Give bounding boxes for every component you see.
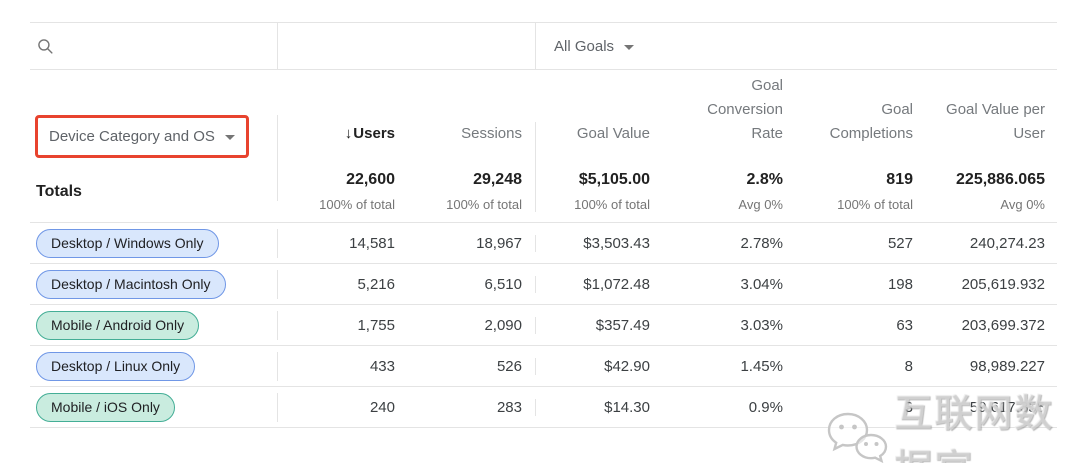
value-per-user-value: 205,619.932	[961, 275, 1045, 293]
totals-row: Totals 22,600 100% of total 29,248 100% …	[30, 160, 1057, 223]
dimension-selector-dropdown[interactable]: Device Category and OS	[49, 128, 215, 145]
row-label-pill: Mobile / iOS Only	[36, 392, 175, 422]
row-label-pill: Desktop / Windows Only	[36, 228, 219, 258]
goal-value: $14.30	[604, 398, 650, 416]
sessions-value: 18,967	[395, 234, 536, 252]
sort-descending-icon: ↓	[344, 125, 353, 142]
value-per-user-value: 98,989.227	[969, 357, 1045, 375]
goal-selector-cell: All Goals	[536, 23, 1057, 69]
goal-value: $357.49	[595, 316, 650, 334]
users-header-label: Users	[353, 125, 395, 142]
row-label-pill: Desktop / Macintosh Only	[36, 269, 226, 299]
users-value: 1,755	[357, 316, 395, 334]
column-header-goal-value[interactable]: Goal Value	[536, 122, 650, 160]
row-label-cell: Desktop / Macintosh Only	[30, 269, 278, 299]
chevron-down-icon	[224, 135, 235, 140]
table-row: Desktop / Linux Only 433 526 $42.90 1.45…	[30, 346, 1057, 387]
annotation-highlight-box: Device Category and OS	[35, 115, 249, 158]
users-value: 14,581	[349, 234, 395, 252]
goal-value-header-label: Goal Value	[576, 125, 650, 142]
sessions-value: 6,510	[395, 275, 536, 293]
watermark-text: 互联网数据官	[894, 393, 1055, 463]
chevron-down-icon	[624, 44, 635, 50]
row-label-cell: Desktop / Windows Only	[30, 228, 278, 258]
conversion-rate-value: 3.04%	[740, 275, 783, 293]
goal-value: $42.90	[604, 357, 650, 375]
sessions-value: 283	[395, 398, 536, 416]
search-icon[interactable]	[36, 37, 55, 56]
row-label-cell: Desktop / Linux Only	[30, 351, 278, 381]
row-label-cell: Mobile / iOS Only	[30, 392, 278, 422]
sessions-header-label: Sessions	[461, 125, 522, 142]
watermark: 互联网数据官	[824, 382, 1080, 463]
conversion-rate-value: 0.9%	[748, 398, 783, 416]
row-label-pill: Mobile / Android Only	[36, 310, 200, 340]
table-row: Desktop / Windows Only 14,581 18,967 $3,…	[30, 223, 1057, 264]
table-row: Mobile / Android Only 1,755 2,090 $357.4…	[30, 305, 1057, 346]
conversion-rate-value: 1.45%	[740, 357, 783, 375]
totals-completions-cell: 819 100% of total	[837, 171, 913, 212]
completions-value: 3	[904, 398, 913, 416]
value-per-user-value: 240,274.23	[969, 234, 1045, 252]
goal-value: $1,072.48	[583, 275, 650, 293]
table-header-row: Device Category and OS ↓Users Sessions G…	[30, 70, 1057, 160]
totals-label: Totals	[30, 160, 278, 201]
sessions-value: 526	[395, 357, 536, 375]
totals-sessions-cell: 29,248 100% of total	[395, 160, 536, 212]
table-toolbar-row: All Goals	[30, 22, 1057, 70]
column-header-users[interactable]: ↓Users	[278, 122, 395, 160]
totals-goal-value-cell: $5,105.00 100% of total	[574, 171, 650, 212]
goal-selector-label: All Goals	[554, 37, 615, 55]
column-header-goal-conversion-rate[interactable]: Goal Conversion Rate	[707, 77, 783, 142]
dimension-header-cell: Device Category and OS	[30, 115, 278, 160]
conversion-rate-value: 2.78%	[740, 234, 783, 252]
users-value: 5,216	[357, 275, 395, 293]
table-row: Mobile / iOS Only 240 283 $14.30 0.9% 3 …	[30, 387, 1057, 428]
column-header-goal-completions[interactable]: Goal Completions	[829, 101, 913, 142]
users-value: 433	[369, 357, 395, 375]
totals-conversion-rate-cell: 2.8% Avg 0%	[738, 171, 783, 212]
row-label-cell: Mobile / Android Only	[30, 310, 278, 340]
table-row: Desktop / Macintosh Only 5,216 6,510 $1,…	[30, 264, 1057, 305]
conversion-rate-value: 3.03%	[740, 316, 783, 334]
toolbar-spacer	[278, 23, 536, 69]
sessions-value: 2,090	[395, 316, 536, 334]
goal-value: $3,503.43	[583, 234, 650, 252]
totals-value-per-user-cell: 225,886.065 Avg 0%	[956, 171, 1045, 212]
completions-value: 8	[904, 357, 913, 375]
value-per-user-value: 59,617.355	[969, 398, 1045, 416]
totals-users-cell: 22,600 100% of total	[319, 171, 395, 212]
value-per-user-value: 203,699.372	[961, 316, 1045, 334]
row-label-pill: Desktop / Linux Only	[36, 351, 196, 381]
users-value: 240	[369, 398, 395, 416]
completions-value: 198	[887, 275, 913, 293]
search-cell	[30, 23, 278, 69]
completions-value: 527	[887, 234, 913, 252]
column-header-sessions[interactable]: Sessions	[395, 122, 536, 160]
goal-selector-dropdown[interactable]: All Goals	[554, 37, 635, 55]
data-table: All Goals Device Category and OS ↓Users …	[30, 22, 1057, 428]
column-header-goal-value-per-user[interactable]: Goal Value per User	[946, 101, 1045, 142]
completions-value: 63	[896, 316, 913, 334]
wechat-icon	[824, 409, 890, 463]
